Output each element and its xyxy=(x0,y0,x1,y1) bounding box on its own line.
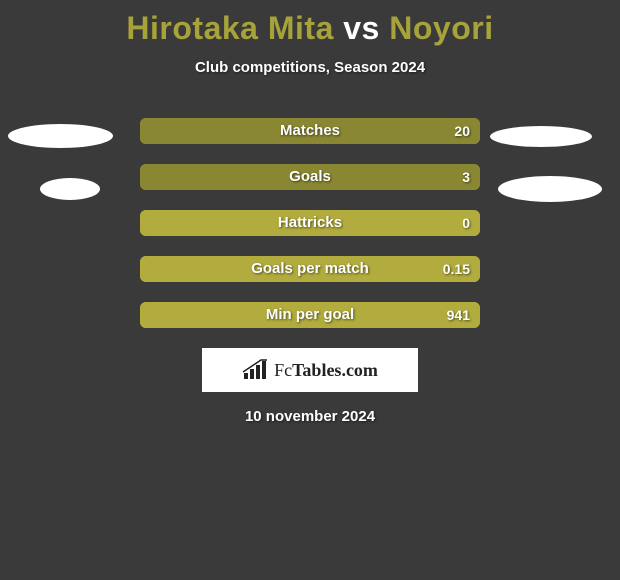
subtitle: Club competitions, Season 2024 xyxy=(0,59,620,76)
stat-row: Min per goal941 xyxy=(0,302,620,328)
stat-label: Hattricks xyxy=(140,210,480,236)
stat-label: Goals per match xyxy=(140,256,480,282)
stat-value: 3 xyxy=(462,164,470,190)
bar-chart-icon xyxy=(242,359,268,381)
stat-row: Goals per match0.15 xyxy=(0,256,620,282)
stat-value: 0 xyxy=(462,210,470,236)
stat-value: 941 xyxy=(447,302,470,328)
stat-label: Matches xyxy=(140,118,480,144)
stat-value: 20 xyxy=(454,118,470,144)
stat-label: Goals xyxy=(140,164,480,190)
comparison-card: Hirotaka Mita vs Noyori Club competition… xyxy=(0,0,620,580)
date-line: 10 november 2024 xyxy=(0,408,620,425)
stat-label: Min per goal xyxy=(140,302,480,328)
page-title: Hirotaka Mita vs Noyori xyxy=(0,0,620,47)
stat-row: Matches20 xyxy=(0,118,620,144)
vs-text: vs xyxy=(343,10,380,46)
stats-area: Matches20 Goals3 Hattricks0 Goals per match… xyxy=(0,118,620,328)
logo-text-right: Tables.com xyxy=(292,360,378,380)
logo-text-left: Fc xyxy=(274,360,292,380)
player2-name: Noyori xyxy=(389,10,493,46)
player1-name: Hirotaka Mita xyxy=(126,10,333,46)
stat-row: Goals3 xyxy=(0,164,620,190)
logo-text: FcTables.com xyxy=(274,360,378,381)
stat-row: Hattricks0 xyxy=(0,210,620,236)
logo-box: FcTables.com xyxy=(202,348,418,392)
stat-value: 0.15 xyxy=(443,256,470,282)
